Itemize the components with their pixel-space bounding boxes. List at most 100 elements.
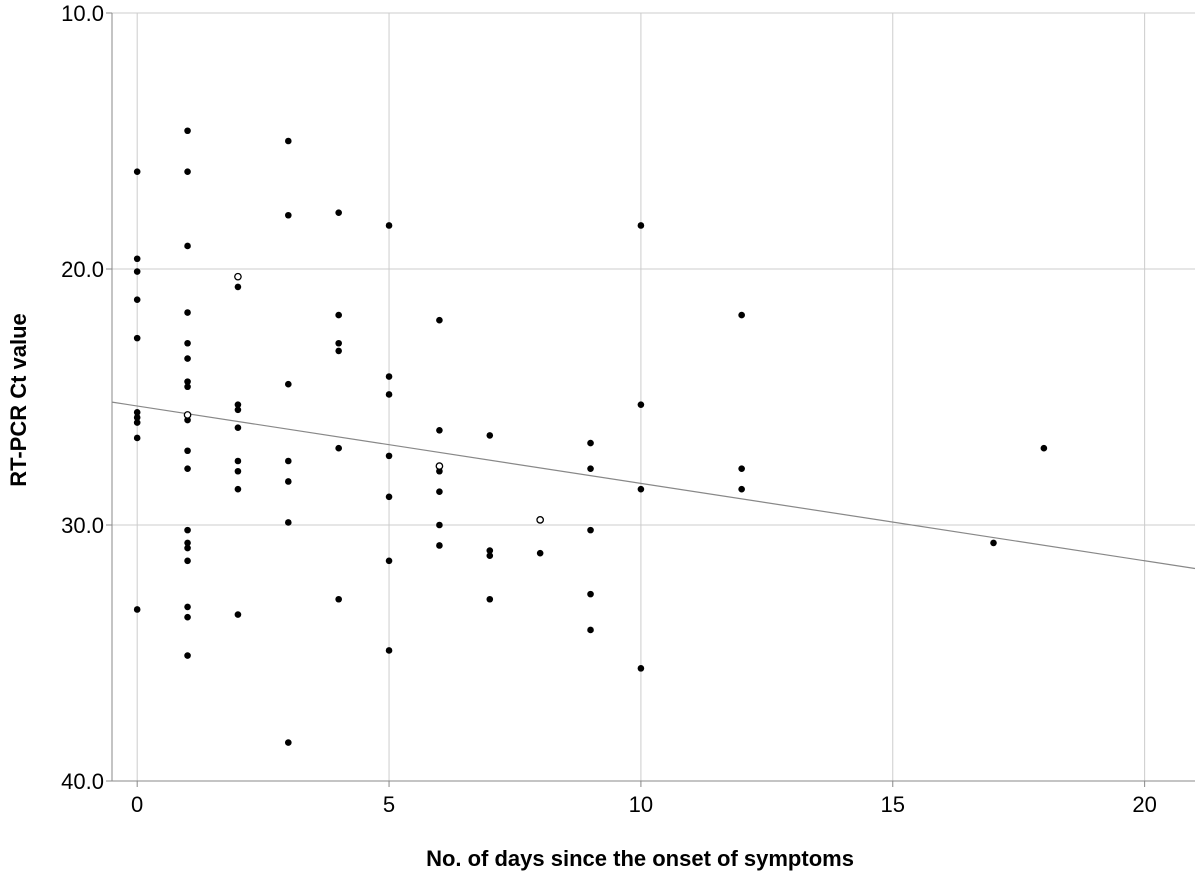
x-tick-labels: 0 5 10 15 20 [131, 792, 1157, 817]
data-point [637, 222, 645, 229]
data-point [184, 339, 191, 347]
y-tick-label: 20.0 [61, 257, 104, 282]
data-point [335, 595, 342, 603]
data-point [587, 465, 594, 472]
data-point [285, 137, 292, 145]
data-point [133, 409, 141, 416]
data-point [536, 549, 544, 557]
data-point [234, 611, 242, 618]
x-tick-label: 20 [1132, 792, 1156, 817]
data-point [184, 526, 191, 534]
data-point-open [536, 516, 545, 524]
data-point-open [435, 462, 444, 470]
data-point [587, 626, 594, 634]
y-tick-label: 10.0 [61, 1, 104, 26]
data-point [436, 488, 443, 496]
data-point [385, 222, 393, 229]
data-point [133, 334, 141, 342]
data-point [285, 478, 292, 485]
data-point [133, 296, 141, 304]
data-point [184, 557, 191, 565]
regression-line [111, 401, 1195, 570]
grid-lines [112, 12, 1195, 782]
data-point [385, 452, 393, 460]
data-point [285, 211, 292, 219]
data-point [184, 168, 191, 176]
x-tick-label: 15 [881, 792, 905, 817]
data-point [385, 373, 393, 380]
data-point [385, 493, 393, 501]
data-point [234, 406, 242, 414]
y-tick-labels: 10.0 20.0 30.0 40.0 [61, 1, 104, 794]
data-point [285, 457, 292, 465]
data-point-open [234, 272, 242, 281]
data-point [637, 401, 645, 408]
data-point [436, 316, 443, 324]
data-point [184, 652, 191, 659]
data-point [738, 465, 745, 472]
data-point [133, 434, 141, 442]
data-point [184, 613, 191, 621]
data-point [184, 242, 191, 250]
x-tick-label: 5 [383, 792, 395, 817]
data-point [234, 467, 242, 475]
data-point [335, 347, 342, 355]
y-axis-title: RT-PCR Ct value [6, 313, 31, 487]
data-point [184, 465, 191, 472]
data-point [184, 539, 191, 547]
y-tick-label: 40.0 [61, 769, 104, 794]
data-point [184, 378, 191, 385]
data-point [285, 380, 292, 388]
y-tick-label: 30.0 [61, 513, 104, 538]
data-point [234, 283, 242, 291]
data-point [335, 339, 342, 347]
data-point [587, 526, 594, 534]
data-point [738, 311, 745, 319]
x-tick-label: 10 [629, 792, 653, 817]
data-point [385, 647, 393, 654]
data-point [234, 485, 242, 493]
data-point [637, 485, 645, 493]
data-point [133, 414, 141, 421]
data-point [385, 391, 393, 398]
data-point [184, 383, 191, 391]
data-point [133, 255, 141, 263]
data-point [486, 547, 494, 554]
data-point [133, 606, 141, 613]
data-point [486, 552, 494, 560]
data-point [234, 401, 242, 408]
axes [106, 12, 1195, 787]
data-point [133, 268, 141, 275]
data-point [184, 127, 191, 135]
data-point [436, 426, 443, 434]
data-point [486, 595, 494, 603]
data-point [285, 739, 292, 746]
data-point [184, 544, 191, 552]
data-point [738, 485, 745, 493]
x-tick-label: 0 [131, 792, 143, 817]
data-point [184, 603, 191, 611]
data-point [587, 439, 594, 447]
data-point [335, 444, 342, 452]
data-point [234, 457, 242, 465]
data-point [486, 432, 494, 439]
data-point [184, 355, 191, 362]
data-point [637, 665, 645, 672]
data-point [1040, 444, 1048, 452]
data-point [133, 168, 141, 176]
x-axis-title: No. of days since the onset of symptoms [426, 846, 854, 871]
data-point [234, 424, 242, 432]
data-points [133, 127, 1048, 746]
data-point [436, 521, 443, 529]
data-point [285, 519, 292, 526]
data-point [436, 542, 443, 549]
data-point [133, 419, 141, 426]
data-point [335, 311, 342, 319]
data-point-open [183, 411, 192, 419]
data-point [385, 557, 393, 565]
data-point [990, 539, 997, 547]
data-point [335, 209, 342, 216]
data-point [184, 447, 191, 455]
data-point [587, 590, 594, 598]
